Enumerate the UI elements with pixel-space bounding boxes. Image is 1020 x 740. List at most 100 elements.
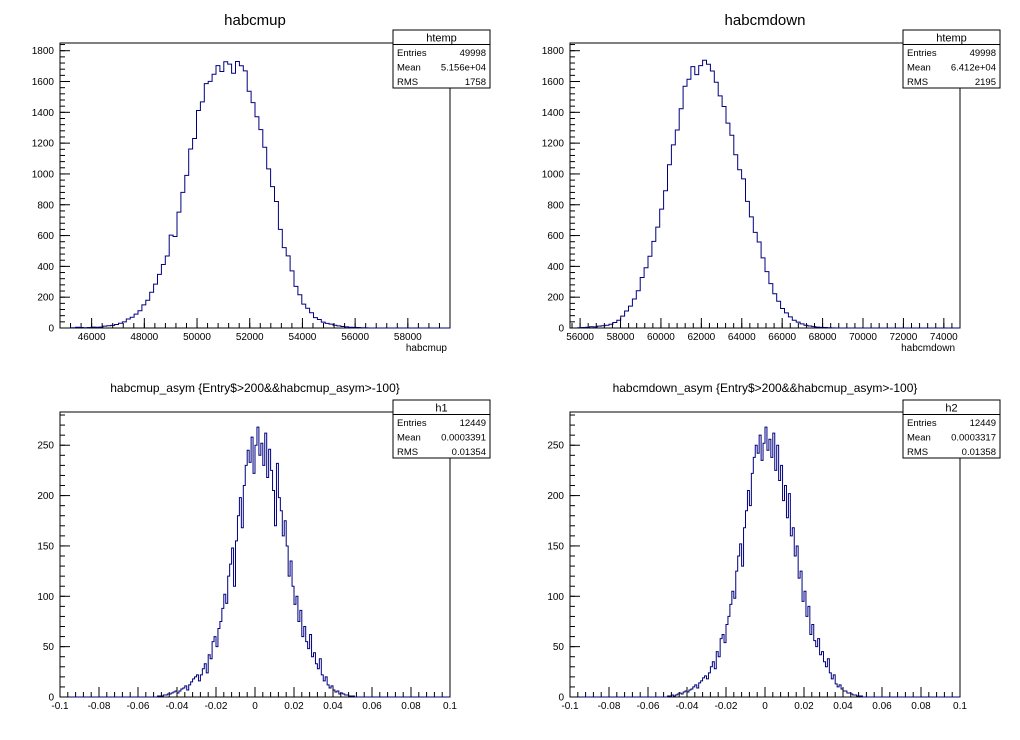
y-tick-label: 400 <box>547 262 564 273</box>
y-tick-label: 0 <box>48 324 54 335</box>
stats-row-value: 5.156e+04 <box>441 63 486 74</box>
x-tick-label: 58000 <box>394 332 422 343</box>
x-tick-label: 74000 <box>930 332 958 343</box>
y-tick-label: 50 <box>553 642 565 653</box>
y-tick-label: 100 <box>37 592 54 603</box>
histogram-series <box>60 60 450 329</box>
y-tick-label: 800 <box>547 200 564 211</box>
plot-frame <box>59 42 451 329</box>
stats-row-label: Entries <box>397 418 427 429</box>
stats-box-frame <box>902 29 1001 89</box>
x-tick-label: 0.02 <box>284 701 304 712</box>
stats-box: htemp Entries 49998 Mean 5.156e+04 RMS 1758 <box>392 29 491 89</box>
x-tick-label: 0.1 <box>953 701 967 712</box>
y-tick-label: 100 <box>547 592 564 603</box>
stats-row-value: 49998 <box>460 48 486 59</box>
y-tick-label: 600 <box>547 231 564 242</box>
x-tick-label: 70000 <box>849 332 877 343</box>
chart-title: habcmup <box>224 12 286 29</box>
x-tick-label: 60000 <box>647 332 675 343</box>
histogram-series <box>570 426 960 698</box>
x-tick-label: 0.08 <box>401 701 421 712</box>
x-tick-label: 56000 <box>341 332 369 343</box>
stats-row-value: 6.412e+04 <box>951 63 996 74</box>
x-tick-label: -0.1 <box>51 701 69 712</box>
y-tick-label: 1200 <box>542 139 565 150</box>
stats-row-value: 2195 <box>975 77 996 88</box>
x-axis-label: habcmup <box>406 343 448 354</box>
stats-row-label: Mean <box>907 433 931 444</box>
x-tick-label: 58000 <box>607 332 635 343</box>
y-tick-label: 1200 <box>32 139 55 150</box>
x-axis-label: habcmdown <box>901 343 955 354</box>
y-tick-label: 200 <box>37 293 54 304</box>
y-tick-label: 1800 <box>32 46 55 57</box>
stats-row-label: Mean <box>907 63 931 74</box>
x-tick-label: 48000 <box>130 332 158 343</box>
stats-row-value: 0.01354 <box>452 447 486 458</box>
histogram-panel-2: habcmdown 56000 58000 60000 62000 64000 66000 6… <box>542 12 1001 354</box>
x-tick-label: 64000 <box>728 332 756 343</box>
stats-name: h2 <box>945 403 957 415</box>
stats-row-value: 0.01358 <box>962 447 996 458</box>
y-tick-label: 150 <box>547 541 564 552</box>
y-tick-label: 800 <box>37 200 54 211</box>
y-tick-label: 1600 <box>542 77 565 88</box>
x-tick-label: 0.1 <box>443 701 457 712</box>
x-tick-label: 0.02 <box>794 701 814 712</box>
stats-name: htemp <box>426 33 457 45</box>
histogram-panel-3: habcmup_asym {Entry$>200&&habcmup_asym>-… <box>37 381 491 712</box>
stats-row-label: RMS <box>397 447 418 458</box>
y-tick-label: 0 <box>558 693 564 704</box>
stats-row-label: RMS <box>397 77 418 88</box>
stats-row-value: 49998 <box>970 48 996 59</box>
stats-name: h1 <box>435 403 447 415</box>
chart-title: habcmdown_asym {Entry$>200&&habcmup_asym… <box>613 381 918 395</box>
stats-box: h1 Entries 12449 Mean 0.0003391 RMS 0.01354 <box>392 399 491 459</box>
histogram-series <box>60 426 450 698</box>
stats-row-label: Entries <box>907 418 937 429</box>
x-tick-label: 0 <box>252 701 258 712</box>
stats-row-value: 0.0003317 <box>951 433 996 444</box>
x-tick-label: -0.02 <box>715 701 738 712</box>
stats-row-value: 1758 <box>465 77 486 88</box>
stats-row-value: 12449 <box>970 418 996 429</box>
x-tick-label: 54000 <box>289 332 317 343</box>
stats-row-label: RMS <box>907 447 928 458</box>
stats-row-label: Entries <box>907 48 937 59</box>
stats-row-label: Entries <box>397 48 427 59</box>
stats-box-frame <box>392 29 491 89</box>
x-tick-label: -0.04 <box>676 701 699 712</box>
y-tick-label: 1800 <box>542 46 565 57</box>
stats-row-value: 0.0003391 <box>441 433 486 444</box>
y-tick-label: 0 <box>558 324 564 335</box>
x-tick-label: -0.06 <box>637 701 660 712</box>
y-tick-label: 1000 <box>32 169 55 180</box>
x-tick-label: 50000 <box>183 332 211 343</box>
stats-box-frame <box>392 399 491 459</box>
x-tick-label: -0.08 <box>598 701 621 712</box>
x-tick-label: 0.04 <box>833 701 853 712</box>
stats-name: htemp <box>936 33 967 45</box>
x-tick-label: 0.06 <box>362 701 382 712</box>
y-tick-label: 1000 <box>542 169 565 180</box>
x-tick-label: -0.08 <box>88 701 111 712</box>
histogram-panel-4: habcmdown_asym {Entry$>200&&habcmup_asym… <box>547 381 1001 712</box>
stats-box: htemp Entries 49998 Mean 6.412e+04 RMS 2195 <box>902 29 1001 89</box>
x-tick-label: 56000 <box>566 332 594 343</box>
y-tick-label: 50 <box>43 642 55 653</box>
x-tick-label: 0 <box>762 701 768 712</box>
stats-row-label: RMS <box>907 77 928 88</box>
stats-box-frame <box>902 399 1001 459</box>
stats-row-label: Mean <box>397 63 421 74</box>
x-tick-label: 68000 <box>809 332 837 343</box>
x-tick-label: 62000 <box>687 332 715 343</box>
y-tick-label: 200 <box>547 293 564 304</box>
y-tick-label: 600 <box>37 231 54 242</box>
x-tick-label: 72000 <box>890 332 918 343</box>
y-tick-label: 250 <box>37 441 54 452</box>
plot-frame <box>569 411 961 698</box>
y-tick-label: 200 <box>37 491 54 502</box>
x-tick-label: 66000 <box>768 332 796 343</box>
